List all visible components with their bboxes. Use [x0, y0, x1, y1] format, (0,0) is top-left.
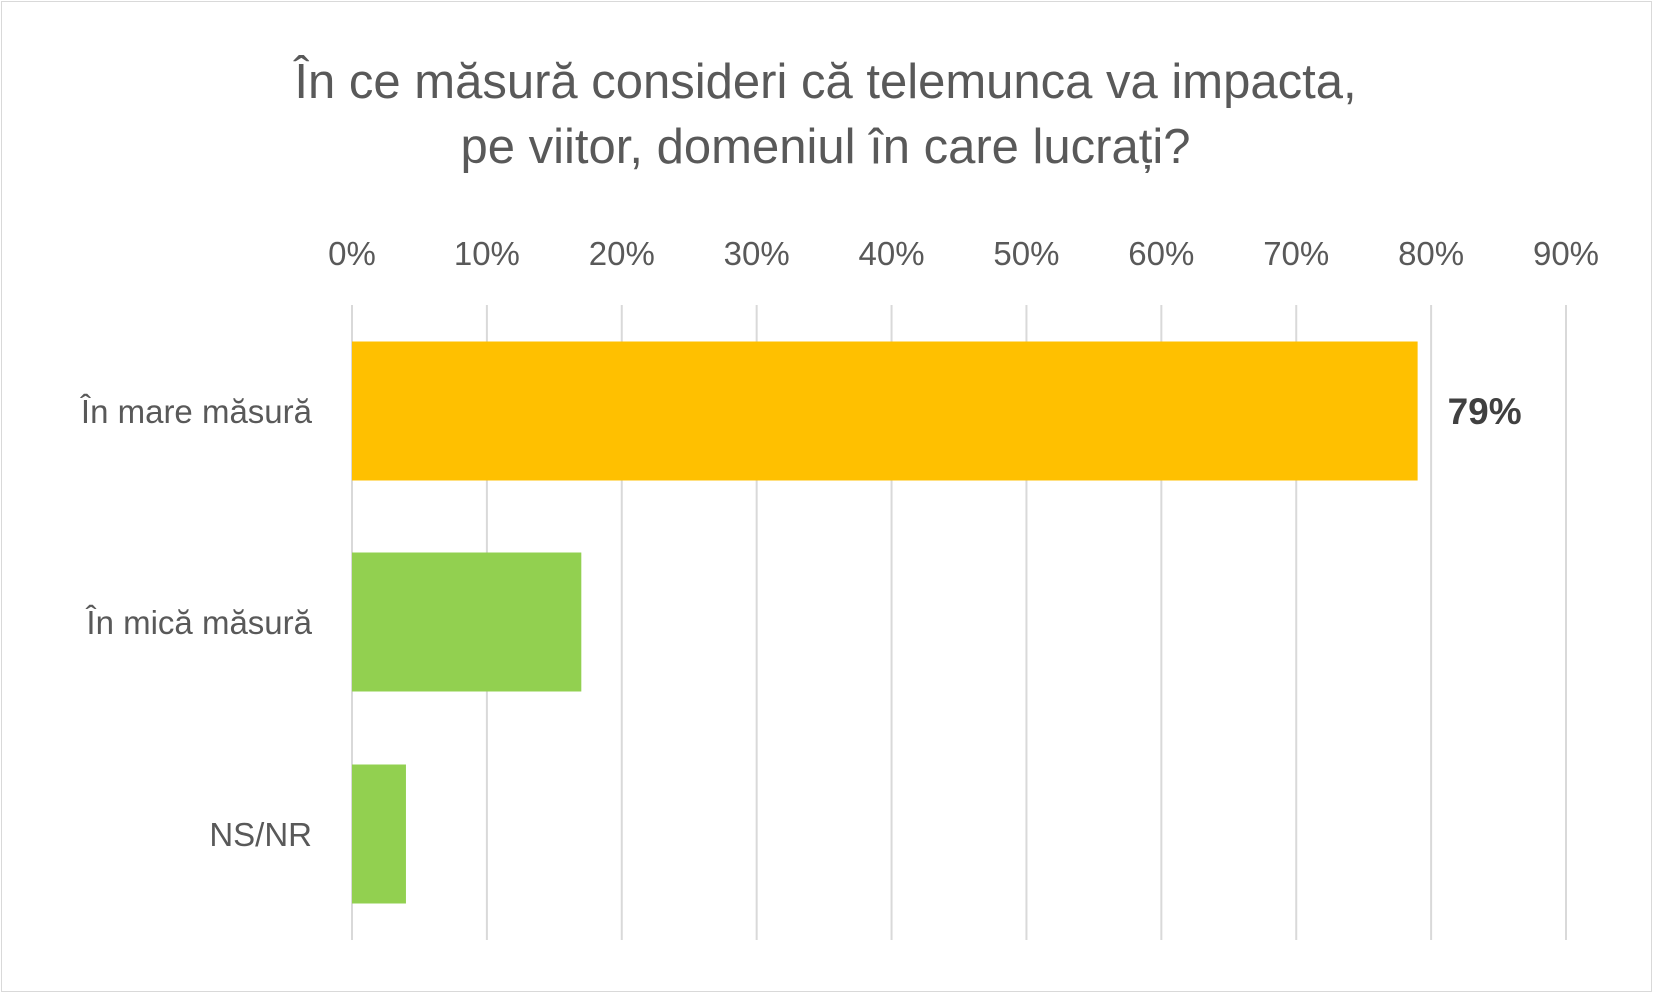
x-tick-label: 30% — [724, 235, 790, 272]
x-tick-label: 70% — [1263, 235, 1329, 272]
x-tick-label: 40% — [859, 235, 925, 272]
data-labels: 79% — [1448, 391, 1522, 432]
category-label: În mare măsură — [80, 393, 313, 430]
bars — [352, 341, 1418, 904]
bar — [352, 341, 1418, 481]
x-axis-tick-labels: 0% 10% 20% 30% 40% 50% 60% 70% 80% 90% — [328, 235, 1599, 272]
x-tick-label: 20% — [589, 235, 655, 272]
x-tick-label: 50% — [993, 235, 1059, 272]
chart-title-line-2: pe viitor, domeniul în care lucrați? — [460, 120, 1191, 174]
x-tick-label: 0% — [328, 235, 376, 272]
category-labels: În mare măsură În mică măsură NS/NR — [80, 393, 313, 853]
x-tick-label: 90% — [1533, 235, 1599, 272]
category-label: În mică măsură — [85, 604, 312, 641]
category-label: NS/NR — [209, 816, 312, 853]
chart-title-line-1: În ce măsură consideri că telemunca va i… — [294, 55, 1357, 109]
bar — [352, 552, 582, 692]
chart-title: În ce măsură consideri că telemunca va i… — [0, 50, 1651, 180]
x-tick-label: 10% — [454, 235, 520, 272]
x-tick-label: 60% — [1128, 235, 1194, 272]
x-tick-label: 80% — [1398, 235, 1464, 272]
data-label: 79% — [1448, 391, 1522, 432]
bar — [352, 764, 406, 904]
